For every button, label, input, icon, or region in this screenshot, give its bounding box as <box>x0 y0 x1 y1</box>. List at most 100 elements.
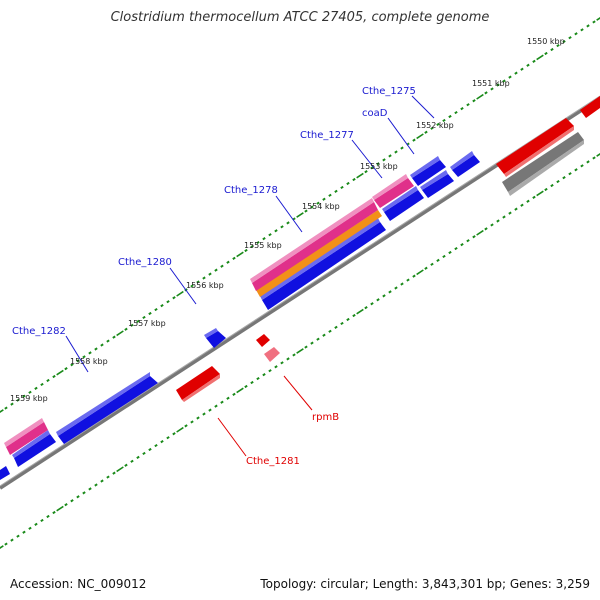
kbp-label: 1557 kbp <box>128 319 166 328</box>
tick-mark <box>370 166 374 170</box>
tick-mark <box>116 330 124 337</box>
gene-label-cthe-1282[interactable]: Cthe_1282 <box>12 326 66 337</box>
tick-mark <box>356 308 364 315</box>
tick-mark <box>76 359 80 363</box>
map-title: Clostridium thermocellum ATCC 27405, com… <box>110 10 490 25</box>
gene-rpmb-arrow-light[interactable] <box>264 347 280 362</box>
tick-mark <box>256 376 260 381</box>
gene-rpmb-arrow[interactable] <box>256 334 270 347</box>
gene-red-long-arrow[interactable] <box>496 118 574 174</box>
tick-mark <box>154 307 158 312</box>
gene-cthe-1280-arrow[interactable] <box>206 331 226 348</box>
tick-mark <box>100 479 104 483</box>
pink-feature-long[interactable] <box>252 202 378 291</box>
tick-mark <box>22 530 26 534</box>
tick-mark <box>586 24 590 28</box>
tick-mark <box>490 223 494 227</box>
tick-mark <box>220 264 224 268</box>
gene-label-cthe-1281[interactable]: Cthe_1281 <box>246 456 300 467</box>
accession-text: Accession: NC_009012 <box>10 577 147 591</box>
gene-cthe-1278-arrow[interactable] <box>262 222 386 310</box>
tick-mark <box>184 424 188 428</box>
tick-mark <box>40 382 44 387</box>
tick-mark <box>536 190 544 197</box>
orange-feature[interactable] <box>256 210 382 297</box>
gene-coad-arrow[interactable] <box>412 160 446 186</box>
tick-mark <box>190 284 194 288</box>
gene-cthe-1275-arrow[interactable] <box>452 155 480 177</box>
tick-mark <box>400 282 404 286</box>
tick-mark <box>56 369 64 376</box>
tick-mark <box>316 201 320 205</box>
gene-cthe-1281-arrow[interactable] <box>176 366 220 400</box>
forward-features <box>0 151 480 480</box>
tick-mark <box>466 239 470 243</box>
reverse-features <box>176 96 600 402</box>
tick-mark <box>352 313 356 318</box>
tick-mark <box>244 248 248 253</box>
tick-mark <box>106 339 110 343</box>
gene-label-cthe-1278[interactable]: Cthe_1278 <box>224 185 278 196</box>
gene-label-cthe-1280[interactable]: Cthe_1280 <box>118 257 172 268</box>
tick-mark <box>166 300 170 304</box>
tick-mark <box>334 189 338 193</box>
gray-feature[interactable] <box>502 132 584 192</box>
tick-mark <box>64 503 68 507</box>
tick-mark <box>340 185 344 190</box>
kbp-label: 1559 kbp <box>10 394 48 403</box>
pink-feature-left[interactable] <box>6 422 48 455</box>
tick-mark <box>520 203 524 207</box>
kbp-label: 1555 kbp <box>244 241 282 250</box>
tick-mark <box>220 400 224 404</box>
tick-mark <box>416 269 424 276</box>
tick-mark <box>484 227 488 231</box>
gene-red-edge-arrow[interactable] <box>580 96 600 118</box>
tick-mark <box>490 87 494 91</box>
tick-mark <box>202 276 206 280</box>
tick-mark <box>460 243 464 247</box>
gene-cthe-1282-arrow[interactable] <box>58 376 158 444</box>
tick-mark <box>268 369 272 373</box>
tick-mark <box>436 122 440 126</box>
tick-mark <box>296 212 304 218</box>
tick-mark <box>454 110 458 115</box>
tick-mark <box>56 505 64 512</box>
gene-coad-lower-arrow[interactable] <box>422 174 454 198</box>
tick-mark <box>148 311 152 316</box>
callout-lines <box>65 95 435 457</box>
tick-mark <box>22 394 26 398</box>
tick-mark <box>454 246 458 251</box>
tick-mark <box>124 327 128 331</box>
gene-left-small-arrow[interactable] <box>14 434 56 467</box>
tick-mark <box>196 416 200 420</box>
tick-mark <box>568 36 572 40</box>
tick-mark <box>406 278 410 282</box>
tick-mark <box>356 172 364 179</box>
tick-mark <box>416 133 424 140</box>
tick-mark <box>166 436 170 440</box>
gene-label-rpmb[interactable]: rpmB <box>312 412 339 423</box>
gene-label-cthe-1277[interactable]: Cthe_1277 <box>300 130 354 141</box>
tick-mark <box>226 260 230 264</box>
gene-edge-arrow[interactable] <box>0 466 10 480</box>
tick-mark <box>274 229 278 233</box>
tick-mark <box>556 43 560 48</box>
tick-mark <box>296 348 304 354</box>
tick-mark <box>280 225 284 229</box>
gene-label-cthe-1275[interactable]: Cthe_1275 <box>362 86 416 97</box>
tick-mark <box>370 302 374 306</box>
pink-feature-small[interactable] <box>374 178 414 208</box>
tick-mark <box>176 426 184 433</box>
tick-mark <box>514 71 518 75</box>
gene-label-coad[interactable]: coaD <box>362 108 388 119</box>
tick-mark <box>394 150 398 154</box>
tick-mark <box>250 380 254 385</box>
tick-mark <box>10 402 14 406</box>
gene-cthe-1277-arrow[interactable] <box>384 190 424 221</box>
tick-mark <box>262 237 266 241</box>
kbp-labels: 1550 kbp 1551 kbp 1552 kbp 1553 kbp 1554… <box>10 37 565 403</box>
tick-mark <box>550 47 554 52</box>
tick-mark <box>526 63 530 67</box>
kbp-label: 1551 kbp <box>472 79 510 88</box>
